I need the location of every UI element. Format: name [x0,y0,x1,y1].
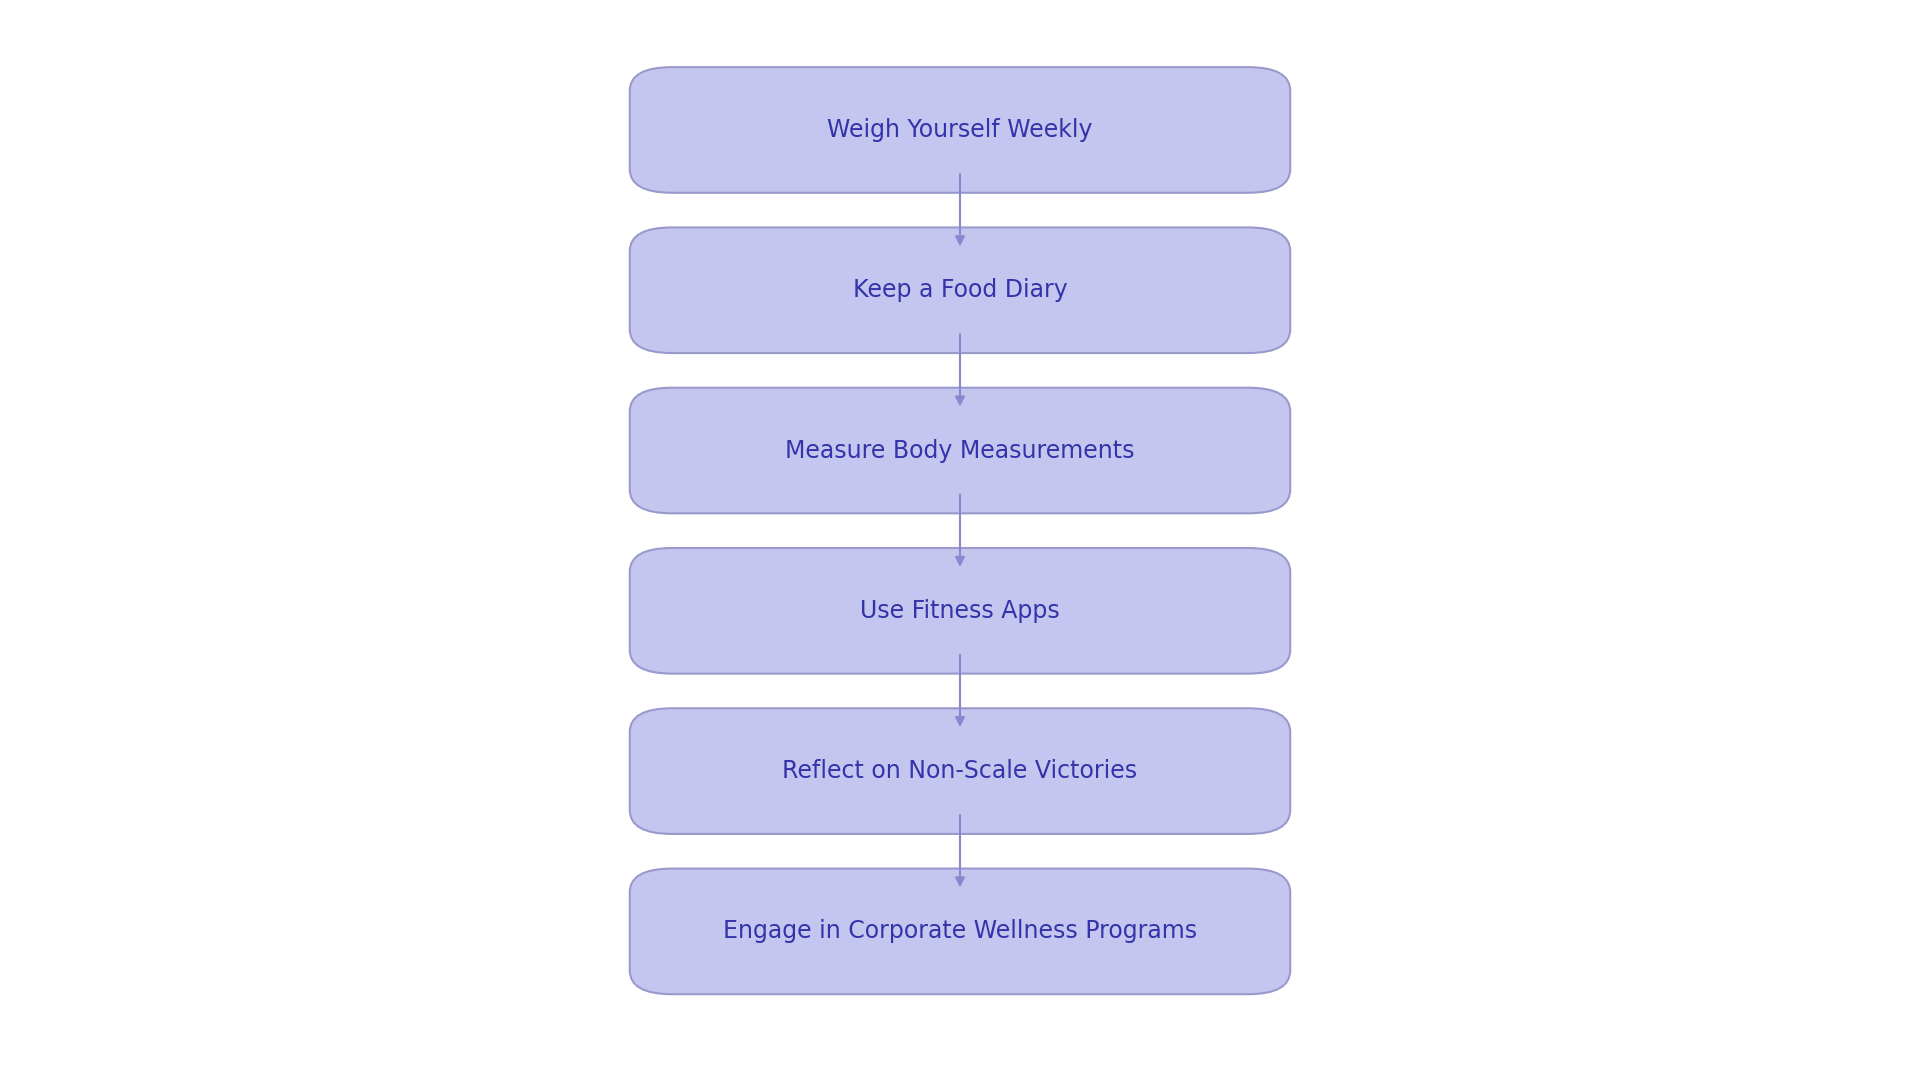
Text: Use Fitness Apps: Use Fitness Apps [860,599,1060,623]
Text: Keep a Food Diary: Keep a Food Diary [852,278,1068,302]
Text: Reflect on Non-Scale Victories: Reflect on Non-Scale Victories [783,759,1137,783]
FancyBboxPatch shape [630,67,1290,193]
Text: Engage in Corporate Wellness Programs: Engage in Corporate Wellness Programs [724,919,1196,943]
FancyBboxPatch shape [630,548,1290,674]
FancyBboxPatch shape [630,388,1290,513]
Text: Measure Body Measurements: Measure Body Measurements [785,439,1135,462]
FancyBboxPatch shape [630,708,1290,834]
Text: Weigh Yourself Weekly: Weigh Yourself Weekly [828,118,1092,142]
FancyBboxPatch shape [630,869,1290,994]
FancyBboxPatch shape [630,227,1290,353]
